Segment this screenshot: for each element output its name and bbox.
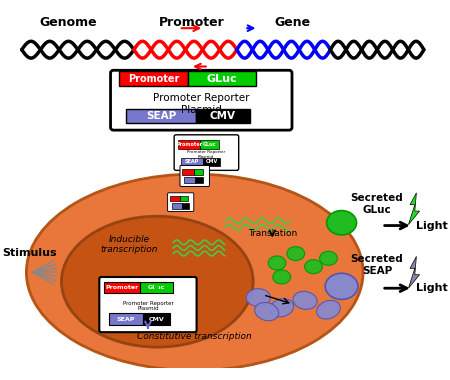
Text: Secreted
GLuc: Secreted GLuc	[351, 193, 404, 215]
Text: Light: Light	[416, 220, 448, 231]
Bar	[188, 71, 256, 86]
FancyBboxPatch shape	[174, 135, 238, 170]
Text: Stimulus: Stimulus	[2, 248, 57, 258]
Text: SEAP: SEAP	[117, 317, 135, 321]
Ellipse shape	[287, 247, 305, 261]
Bar	[171, 203, 182, 209]
FancyBboxPatch shape	[111, 70, 292, 130]
Text: GLuc: GLuc	[148, 285, 166, 290]
Text: Light: Light	[416, 283, 448, 293]
Bar	[195, 177, 203, 184]
Bar	[140, 282, 173, 293]
Text: SEAP: SEAP	[185, 160, 199, 165]
Text: Inducible
transcription: Inducible transcription	[100, 234, 158, 254]
Text: Promoter Reporter
Plasmid: Promoter Reporter Plasmid	[153, 93, 249, 115]
Polygon shape	[409, 256, 419, 288]
Bar	[203, 158, 220, 166]
Text: Translation: Translation	[248, 229, 297, 238]
Bar	[182, 169, 194, 175]
FancyBboxPatch shape	[99, 277, 197, 332]
Text: Promoter: Promoter	[159, 16, 225, 29]
Bar	[178, 141, 200, 149]
Ellipse shape	[305, 260, 322, 274]
FancyBboxPatch shape	[167, 193, 194, 212]
Text: GLuc: GLuc	[207, 74, 237, 84]
Ellipse shape	[27, 174, 363, 370]
Bar	[182, 203, 189, 209]
Ellipse shape	[327, 211, 356, 235]
Bar	[108, 314, 143, 325]
Ellipse shape	[317, 301, 340, 319]
Bar	[104, 282, 140, 293]
Bar	[181, 158, 203, 166]
Polygon shape	[409, 193, 419, 225]
Text: Secreted
SEAP: Secreted SEAP	[351, 254, 404, 276]
Bar	[170, 196, 180, 201]
Text: CMV: CMV	[206, 160, 218, 165]
Text: Promoter: Promoter	[176, 142, 202, 147]
Ellipse shape	[325, 273, 358, 299]
Text: Promoter Reporter
Plasmid: Promoter Reporter Plasmid	[187, 150, 225, 159]
Text: Gene: Gene	[275, 16, 311, 29]
Text: SEAP: SEAP	[146, 111, 176, 120]
Ellipse shape	[255, 302, 279, 321]
Bar	[200, 141, 219, 149]
Ellipse shape	[246, 289, 270, 306]
FancyBboxPatch shape	[180, 165, 209, 187]
Text: Constitutive transcription: Constitutive transcription	[137, 332, 252, 341]
Text: Promoter: Promoter	[128, 74, 179, 84]
Ellipse shape	[270, 299, 294, 317]
Text: CMV: CMV	[149, 317, 165, 321]
Text: Promoter Reporter
Plasmid: Promoter Reporter Plasmid	[122, 301, 173, 311]
Bar	[119, 71, 188, 86]
Bar	[180, 196, 188, 201]
Text: Promoter: Promoter	[106, 285, 139, 290]
Bar	[194, 169, 203, 175]
Bar	[196, 109, 250, 123]
Ellipse shape	[293, 291, 317, 309]
Ellipse shape	[62, 216, 253, 347]
Bar	[143, 314, 171, 325]
Ellipse shape	[268, 256, 286, 270]
Text: GLuc: GLuc	[203, 142, 216, 147]
Text: Genome: Genome	[40, 16, 97, 29]
Ellipse shape	[273, 270, 291, 284]
Ellipse shape	[320, 251, 338, 265]
Bar	[184, 177, 195, 184]
Bar	[126, 109, 196, 123]
Text: CMV: CMV	[210, 111, 236, 120]
